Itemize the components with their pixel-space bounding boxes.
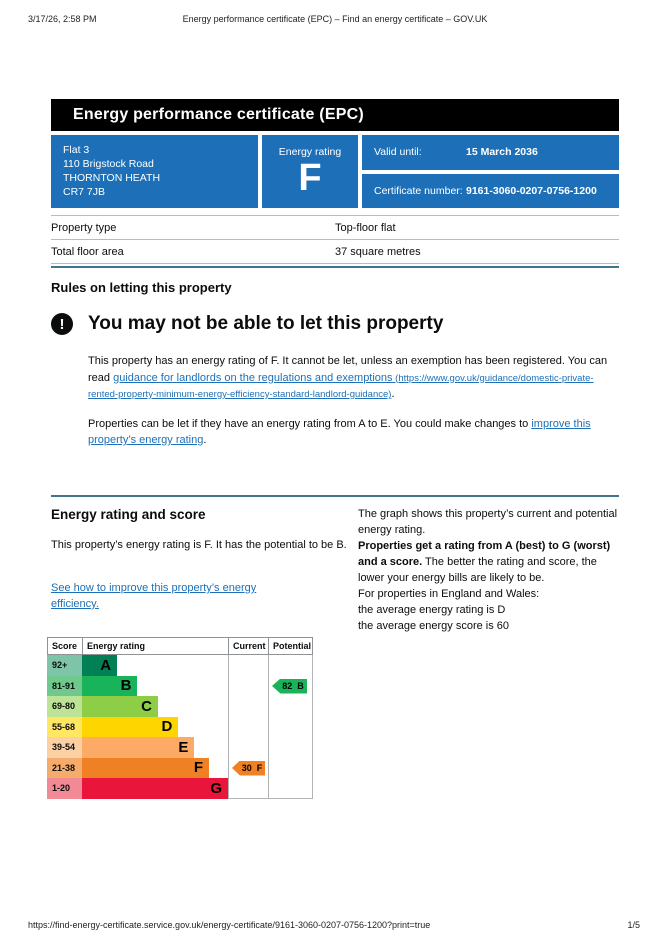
property-address: Flat 3 110 Brigstock Road THORNTON HEATH… bbox=[51, 135, 258, 209]
section-divider bbox=[51, 266, 619, 268]
landlord-guidance-link[interactable]: guidance for landlords on the regulation… bbox=[88, 371, 594, 401]
rating-summary-text: This property’s energy rating is F. It h… bbox=[51, 539, 347, 551]
band-bar-e: E bbox=[82, 737, 195, 758]
improve-rating-link[interactable]: improve this property’s energy rating bbox=[88, 417, 591, 447]
certificate-number-row: Certificate number: 9161-3060-0207-0756-… bbox=[362, 173, 619, 209]
print-page-number: 1/5 bbox=[627, 920, 640, 930]
region-note-text: For properties in England and Wales: bbox=[358, 587, 540, 600]
certificate-number-value: 9161-3060-0207-0756-1200 bbox=[466, 185, 597, 198]
exclamation-icon: ! bbox=[51, 313, 73, 335]
certificate-box: Flat 3 110 Brigstock Road THORNTON HEATH… bbox=[51, 135, 619, 209]
band-bar-c: C bbox=[82, 696, 158, 717]
rating-score-left-column: Energy rating and score This property’s … bbox=[51, 507, 351, 613]
chart-header-energy-rating: Energy rating bbox=[83, 638, 229, 654]
energy-rating-cell: Energy rating F bbox=[262, 135, 358, 209]
print-datetime: 3/17/26, 2:58 PM bbox=[28, 14, 97, 24]
band-bar-b: B bbox=[82, 675, 138, 696]
certificate-banner: Energy performance certificate (EPC) bbox=[51, 99, 619, 131]
epc-rating-chart: Score Energy rating Current Potential 92… bbox=[47, 637, 313, 799]
certificate-number-label: Certificate number: bbox=[374, 185, 463, 198]
valid-until-row: Valid until: 15 March 2036 bbox=[362, 135, 619, 170]
energy-rating-label: Energy rating bbox=[278, 146, 342, 159]
landlord-guidance-url[interactable]: (https://www.gov.uk/guidance/domestic-pr… bbox=[88, 372, 594, 401]
score-range-b: 81-91 bbox=[47, 675, 82, 696]
band-row-f: 21-38 F bbox=[47, 757, 228, 778]
score-range-c: 69-80 bbox=[47, 696, 82, 717]
table-row-floor-area: Total floor area 37 square metres bbox=[51, 239, 619, 264]
print-header: 3/17/26, 2:58 PM Energy performance cert… bbox=[0, 14, 670, 24]
band-row-g: 1-20 G bbox=[47, 778, 228, 799]
valid-until-value: 15 March 2036 bbox=[466, 146, 538, 159]
current-rating-arrow: 30 F bbox=[232, 760, 265, 776]
chart-header-current: Current bbox=[229, 638, 269, 654]
letting-allowed-paragraph: Properties can be let if they have an en… bbox=[88, 417, 591, 447]
band-bar-d: D bbox=[82, 716, 179, 737]
warning-title: You may not be able to let this property bbox=[88, 313, 444, 334]
address-line: 110 Brigstock Road bbox=[63, 157, 154, 170]
letting-warning: ! You may not be able to let this proper… bbox=[51, 312, 619, 449]
averages-text: the average energy rating is D the avera… bbox=[358, 603, 510, 632]
current-column bbox=[228, 655, 268, 798]
band-bar-g: G bbox=[82, 778, 228, 799]
row-label: Property type bbox=[51, 222, 117, 234]
rating-score-right-column: The graph shows this property’s current … bbox=[358, 507, 620, 635]
section-divider bbox=[51, 495, 619, 497]
improve-efficiency-link[interactable]: See how to improve this property’s energ… bbox=[51, 581, 257, 610]
address-line: Flat 3 bbox=[63, 144, 90, 156]
property-summary-table: Property type Top-floor flat Total floor… bbox=[51, 215, 619, 264]
potential-column bbox=[268, 655, 313, 798]
score-range-e: 39-54 bbox=[47, 737, 82, 758]
score-range-g: 1-20 bbox=[47, 778, 82, 799]
print-title: Energy performance certificate (EPC) – F… bbox=[182, 14, 488, 24]
band-row-a: 92+ A bbox=[47, 655, 228, 676]
chart-header-row: Score Energy rating Current Potential bbox=[47, 637, 313, 655]
chart-header-potential: Potential bbox=[273, 641, 312, 651]
rules-heading: Rules on letting this property bbox=[51, 280, 232, 295]
band-bar-a: A bbox=[82, 655, 118, 676]
banner-title: Energy performance certificate (EPC) bbox=[73, 106, 364, 123]
band-row-b: 81-91 B bbox=[47, 675, 228, 696]
band-bar-f: F bbox=[82, 757, 210, 778]
row-label: Total floor area bbox=[51, 246, 124, 258]
chart-header-score: Score bbox=[48, 638, 83, 654]
valid-until-label: Valid until: bbox=[374, 146, 422, 159]
rating-bands: 92+ A 81-91 B 69-80 C 55-68 D 39-54 E 21-38 F 1-20 G bbox=[47, 655, 228, 799]
band-row-d: 55-68 D bbox=[47, 716, 228, 737]
table-row-property-type: Property type Top-floor flat bbox=[51, 215, 619, 239]
letting-restriction-paragraph: This property has an energy rating of F.… bbox=[88, 355, 608, 401]
address-line: CR7 7JB bbox=[63, 185, 106, 198]
energy-rating-value: F bbox=[298, 157, 322, 200]
rating-explanation-text: Properties get a rating from A (best) to… bbox=[358, 539, 611, 584]
score-range-d: 55-68 bbox=[47, 716, 82, 737]
band-row-c: 69-80 C bbox=[47, 696, 228, 717]
graph-description-text: The graph shows this property’s current … bbox=[358, 508, 618, 536]
potential-rating-arrow: 82 B bbox=[272, 678, 307, 694]
score-range-a: 92+ bbox=[47, 655, 82, 676]
address-line: THORNTON HEATH bbox=[63, 171, 161, 184]
score-range-f: 21-38 bbox=[47, 757, 82, 778]
row-value: Top-floor flat bbox=[335, 222, 396, 234]
print-footer-url: https://find-energy-certificate.service.… bbox=[28, 920, 431, 930]
row-value: 37 square metres bbox=[335, 246, 421, 258]
band-row-e: 39-54 E bbox=[47, 737, 228, 758]
rating-score-heading: Energy rating and score bbox=[51, 507, 206, 522]
